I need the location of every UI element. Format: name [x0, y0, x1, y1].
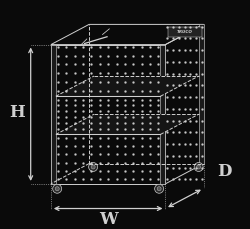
Circle shape	[91, 165, 95, 169]
Circle shape	[55, 187, 59, 191]
Polygon shape	[56, 115, 199, 135]
Polygon shape	[199, 25, 203, 164]
Polygon shape	[160, 45, 166, 184]
Circle shape	[197, 165, 201, 169]
Polygon shape	[56, 77, 199, 97]
Text: D: D	[218, 162, 232, 179]
Polygon shape	[51, 45, 56, 184]
Circle shape	[53, 185, 62, 194]
Circle shape	[88, 163, 98, 172]
Circle shape	[155, 185, 164, 194]
Text: H: H	[9, 104, 25, 121]
Text: W: W	[99, 210, 117, 227]
Circle shape	[157, 187, 161, 191]
Polygon shape	[168, 27, 202, 38]
Text: TRUCO: TRUCO	[177, 30, 193, 33]
Circle shape	[194, 163, 203, 172]
